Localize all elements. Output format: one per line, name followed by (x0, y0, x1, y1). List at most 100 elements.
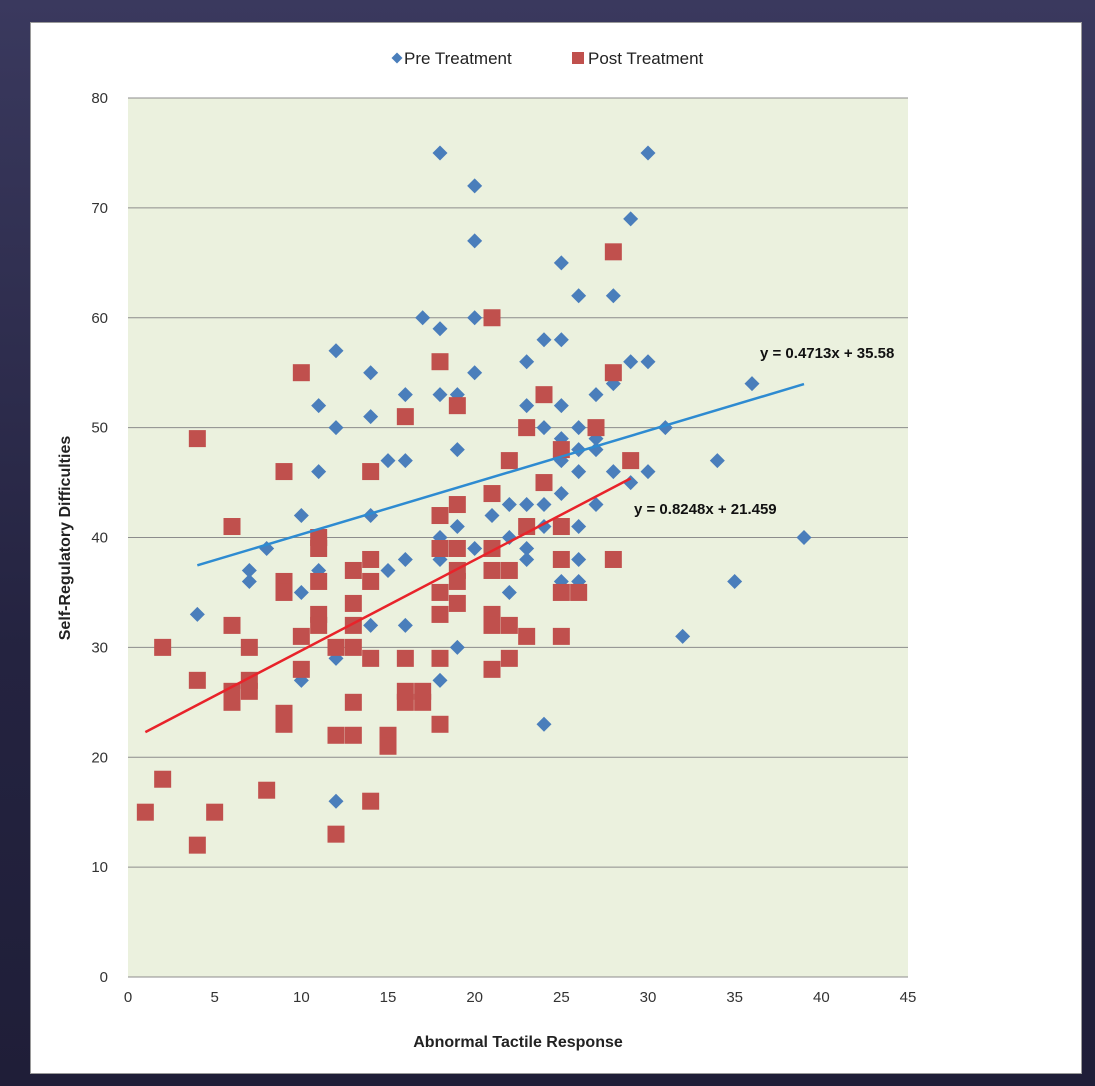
pre-treatment-point (727, 573, 743, 589)
x-tick-label: 35 (726, 989, 743, 1006)
post-treatment-point (483, 561, 501, 579)
post-treatment-point (310, 572, 328, 590)
pre-treatment-point (519, 540, 535, 556)
post-treatment-point (431, 649, 449, 667)
post-treatment-point (327, 726, 345, 744)
post-treatment-point (136, 803, 154, 821)
post-treatment-point (604, 243, 622, 261)
pre-treatment-point (467, 178, 483, 194)
post-treatment-point (240, 682, 258, 700)
pre-trendline-equation: y = 0.4713x + 35.58 (760, 345, 894, 362)
x-tick-label: 45 (900, 989, 917, 1006)
y-tick-label: 50 (91, 420, 108, 437)
pre-treatment-point (623, 211, 639, 227)
post-treatment-point (396, 649, 414, 667)
y-tick-label: 70 (91, 200, 108, 217)
post-treatment-point (500, 452, 518, 470)
post-treatment-point (448, 539, 466, 557)
pre-treatment-point (519, 398, 535, 414)
pre-treatment-point (571, 519, 587, 535)
pre-treatment-point (380, 562, 396, 578)
post-treatment-point (552, 550, 570, 568)
pre-treatment-point (571, 288, 587, 304)
post-treatment-point (431, 605, 449, 623)
post-treatment-point (622, 452, 640, 470)
pre-treatment-point (467, 540, 483, 556)
pre-treatment-point (328, 343, 344, 359)
post-treatment-point (362, 550, 380, 568)
pre-treatment-point (449, 519, 465, 535)
x-axis-title: Abnormal Tactile Response (413, 1034, 623, 1051)
pre-treatment-point (796, 530, 812, 545)
pre-treatment-point (640, 464, 656, 480)
pre-treatment-point (432, 672, 448, 688)
y-axis-ticks: 0 10 20 30 40 50 60 70 80 (91, 90, 108, 986)
post-treatment-point (344, 594, 362, 612)
pre-treatment-point (605, 464, 621, 480)
pre-trendline (196, 382, 805, 567)
pre-treatment-point (519, 354, 535, 370)
post-treatment-point (500, 616, 518, 634)
y-axis-title: Self-Regulatory Difficulties (57, 436, 74, 641)
pre-treatment-point (189, 606, 205, 622)
y-tick-label: 60 (91, 310, 108, 327)
x-tick-label: 10 (293, 989, 310, 1006)
post-treatment-point (552, 583, 570, 601)
pre-treatment-point (397, 551, 413, 567)
post-treatment-point (188, 430, 206, 448)
y-tick-label: 30 (91, 639, 108, 656)
post-treatment-point (292, 660, 310, 678)
pre-treatment-point (536, 420, 552, 436)
pre-treatment-point (484, 508, 500, 524)
pre-treatment-point (467, 310, 483, 326)
pre-treatment-point (501, 584, 517, 600)
pre-treatment-point (363, 508, 379, 524)
post-treatment-point (275, 715, 293, 733)
post-treatment-point (448, 496, 466, 514)
x-tick-label: 40 (813, 989, 830, 1006)
pre-treatment-point (675, 628, 691, 644)
post-treatment-point (188, 836, 206, 854)
post-treatment-point (206, 803, 224, 821)
pre-treatment-point (397, 617, 413, 633)
post-treatment-point (414, 693, 432, 711)
legend-pre-marker (391, 52, 403, 64)
pre-treatment-point (415, 310, 431, 326)
pre-treatment-point (311, 464, 327, 480)
y-tick-label: 10 (91, 859, 108, 876)
post-treatment-point (535, 474, 553, 492)
post-treatment-point (431, 353, 449, 371)
post-treatment-point (587, 419, 605, 437)
x-tick-label: 15 (380, 989, 397, 1006)
post-treatment-point (275, 463, 293, 481)
legend-post-marker (572, 52, 584, 64)
post-treatment-point (344, 693, 362, 711)
pre-treatment-point (397, 453, 413, 469)
post-treatment-point (396, 693, 414, 711)
post-treatment-point (223, 518, 241, 536)
legend-pre-label: Pre Treatment (404, 49, 512, 68)
post-treatment-point (240, 638, 258, 656)
post-treatment-point (327, 638, 345, 656)
post-treatment-point (223, 616, 241, 634)
pre-treatment-point (588, 387, 604, 403)
post-treatment-point (431, 715, 449, 733)
x-tick-label: 30 (640, 989, 657, 1006)
pre-treatment-point (241, 573, 257, 589)
pre-treatment-point (241, 562, 257, 578)
y-tick-label: 0 (100, 969, 108, 986)
legend: Pre Treatment Post Treatment (391, 49, 704, 68)
pre-treatment-point (536, 332, 552, 348)
pre-treatment-point (467, 365, 483, 381)
post-treatment-point (362, 792, 380, 810)
x-tick-label: 25 (553, 989, 570, 1006)
post-treatment-point (310, 616, 328, 634)
post-treatment-point (570, 583, 588, 601)
pre-treatment-point (623, 354, 639, 370)
post-treatment-point (448, 594, 466, 612)
pre-treatment-point (449, 639, 465, 655)
post-treatment-point (154, 770, 172, 788)
post-treatment-point (552, 627, 570, 645)
pre-treatment-point (571, 551, 587, 567)
